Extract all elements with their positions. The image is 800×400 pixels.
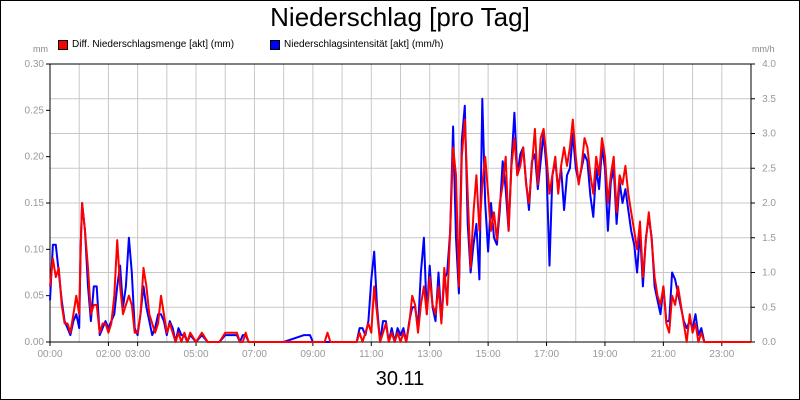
x-axis-tick-label: 00:00 xyxy=(37,349,62,360)
x-axis-tick-label: 05:00 xyxy=(184,349,209,360)
right-axis-tick-label: 2.0 xyxy=(762,198,776,209)
right-axis-tick-label: 2.5 xyxy=(762,163,776,174)
left-axis-tick-label: 0.05 xyxy=(25,291,45,302)
left-axis-tick-label: 0.00 xyxy=(25,337,45,348)
x-axis-tick-label: 03:00 xyxy=(125,349,150,360)
legend-item-series2: Niederschlagsintensität [akt] (mm/h) xyxy=(270,39,444,50)
right-axis-tick-label: 0.5 xyxy=(762,302,776,313)
left-axis-tick-label: 0.25 xyxy=(25,105,45,116)
right-axis-tick-label: 3.0 xyxy=(762,129,776,140)
x-axis-tick-label: 23:00 xyxy=(709,349,734,360)
x-axis-tick-label: 07:00 xyxy=(242,349,267,360)
x-axis-tick-label: 09:00 xyxy=(300,349,325,360)
right-axis-tick-label: 3.5 xyxy=(762,94,776,105)
x-axis-tick-label: 13:00 xyxy=(417,349,442,360)
right-axis-tick-label: 1.5 xyxy=(762,233,776,244)
legend-item-series1: Diff. Niederschlagsmenge [akt] (mm) xyxy=(58,39,234,50)
x-axis-tick-label: 02:00 xyxy=(96,349,121,360)
left-axis-tick-label: 0.20 xyxy=(25,152,45,163)
x-axis-tick-label: 21:00 xyxy=(651,349,676,360)
x-axis-tick-label: 17:00 xyxy=(534,349,559,360)
right-axis-tick-label: 4.0 xyxy=(762,59,776,70)
x-axis-tick-label: 15:00 xyxy=(476,349,501,360)
left-axis-tick-label: 0.30 xyxy=(25,59,45,70)
x-axis-tick-label: 11:00 xyxy=(359,349,384,360)
series-line-niederschlagsmenge xyxy=(49,118,751,343)
left-axis-tick-label: 0.15 xyxy=(25,198,45,209)
legend-swatch-red xyxy=(58,39,68,50)
chart-title: Niederschlag [pro Tag] xyxy=(270,2,530,32)
left-axis-tick-label: 0.10 xyxy=(25,244,45,255)
left-axis-unit: mm xyxy=(33,44,48,54)
legend-label-series2: Niederschlagsintensität [akt] (mm/h) xyxy=(284,39,444,50)
right-axis-unit: mm/h xyxy=(752,44,775,54)
right-axis-tick-label: 0.0 xyxy=(762,337,776,348)
date-label: 30.11 xyxy=(375,368,425,390)
legend-label-series1: Diff. Niederschlagsmenge [akt] (mm) xyxy=(72,39,235,50)
x-axis-tick-label: 19:00 xyxy=(592,349,617,360)
legend-swatch-blue xyxy=(270,39,280,50)
right-axis-tick-label: 1.0 xyxy=(762,268,776,279)
